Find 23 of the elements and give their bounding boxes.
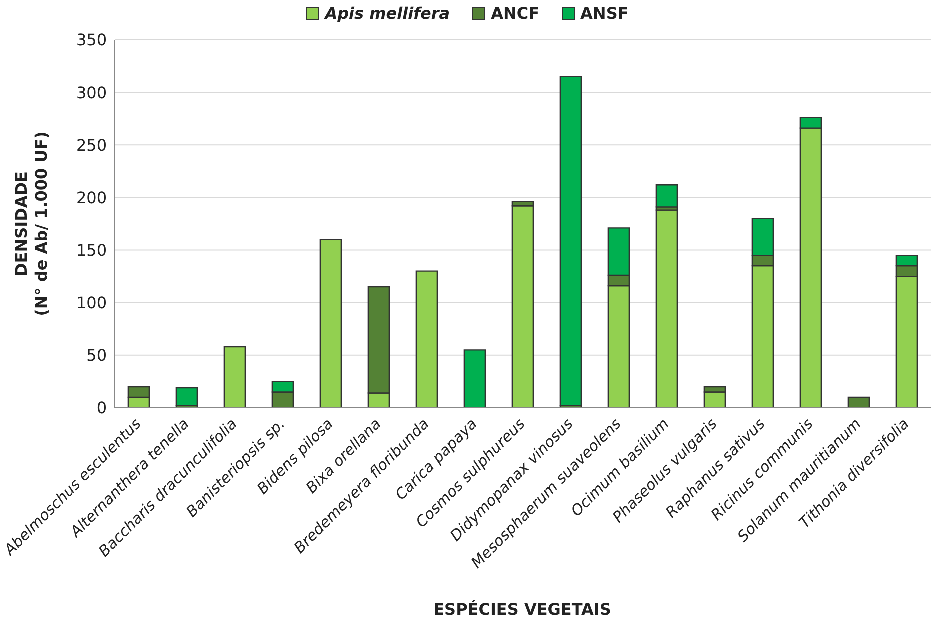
bar: [464, 350, 486, 408]
y-tick-label: 100: [76, 294, 107, 313]
legend-label: Apis mellifera: [325, 4, 450, 23]
bar: [848, 396, 870, 408]
y-tick-label: 200: [76, 188, 107, 208]
legend-label: ANSF: [580, 4, 629, 23]
bar: [512, 206, 534, 408]
y-tick-label: 350: [76, 30, 107, 50]
y-tick-label: 50: [86, 346, 107, 366]
legend-label: ANCF: [491, 4, 540, 23]
bar: [416, 270, 438, 408]
x-axis-title: ESPÉCIES VEGETAIS: [432, 600, 612, 619]
bar: [656, 184, 678, 208]
bar: [560, 76, 582, 406]
y-tick-label: 0: [96, 398, 107, 418]
bar: [224, 346, 246, 408]
bar: [320, 239, 342, 408]
y-tick-label: 300: [76, 83, 107, 102]
bar: [176, 387, 198, 406]
y-axis-title: DENSIDADE (N° de Ab/ 1.000 UF): [12, 132, 51, 316]
y-tick-label: 150: [76, 240, 107, 260]
bar: [656, 210, 678, 408]
y-tick-label: 250: [76, 136, 107, 155]
